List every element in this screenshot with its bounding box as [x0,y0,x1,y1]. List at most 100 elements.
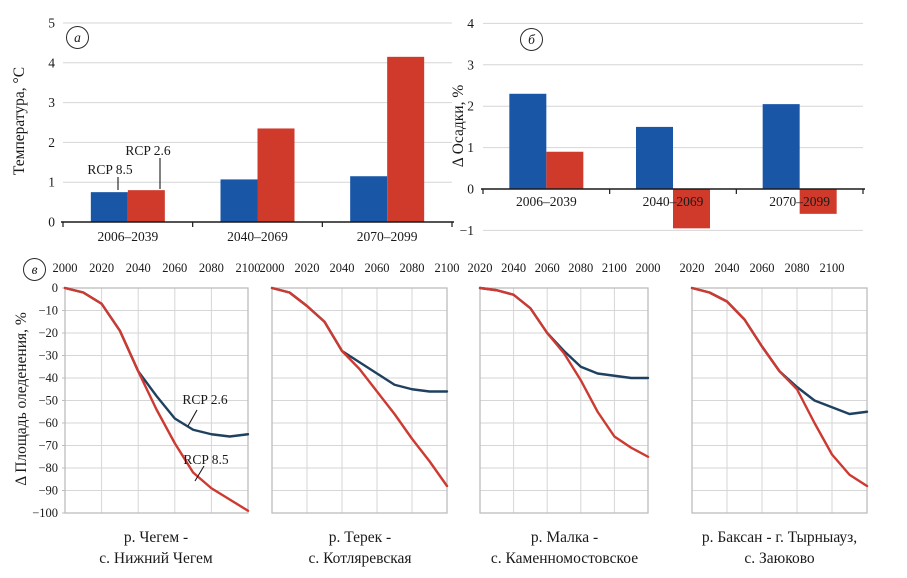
y-tick-label: −100 [32,506,58,520]
annotation-rcp85-temperature: RCP 8.5 [87,162,133,177]
chart-title-malka-line1: р. Малка - [530,529,599,546]
bar-rcp26 [387,56,425,222]
y-tick-label: 1 [48,175,55,190]
category-label: 2070–2099 [357,229,418,244]
x-tick-label: 2040 [501,261,526,275]
plot-border [691,287,868,514]
series-line-rcp85 [63,286,250,512]
x-tick-label: 2100 [236,261,261,275]
annotation-rcp26-glaciation: RCP 2.6 [182,392,228,407]
y-tick-label: 4 [467,16,474,31]
series-line-rcp85 [270,286,449,488]
chart-title-terek-line2: с. Котляревская [308,550,412,567]
bar-rcp85 [350,176,388,222]
x-tick-label: 2060 [365,261,390,275]
annotation-rcp26-temperature: RCP 2.6 [125,143,171,158]
chart-title-baksan-line2: с. Заюково [744,550,815,567]
y-tick-label: 5 [48,16,55,31]
chart-title-baksan-line1: р. Баксан - г. Тырныауз, [701,529,858,546]
y-tick-label: 2 [48,135,55,150]
series-line-rcp85 [478,286,650,458]
bar-rcp26 [799,189,837,214]
panel-v-letter: в [31,261,38,277]
x-tick-label: 2080 [785,261,810,275]
bar-rcp26 [546,151,584,189]
x-tick-label: 2060 [535,261,560,275]
glaciation-axis-title: Δ Площадь оледенения, % [13,312,30,486]
chart-title-malka: р. Малка - с. Каменномостовское [442,527,687,569]
y-tick-label: 0 [467,182,474,197]
y-tick-label: −10 [38,304,58,318]
chart-title-chegem-line1: р. Чегем - [123,529,189,546]
annotation-leader-line [187,409,198,427]
y-tick-label: −80 [38,461,58,475]
y-tick-label: 3 [48,95,55,110]
y-tick-label: −30 [38,349,58,363]
annotation-leader-line [194,465,205,482]
x-tick-label: 2080 [400,261,425,275]
bar-rcp85 [90,192,128,222]
plot-border [479,287,649,514]
x-tick-label: 2060 [162,261,187,275]
bar-rcp85 [220,179,258,222]
category-label: 2040–2069 [227,229,288,244]
x-tick-label: 2020 [468,261,493,275]
y-tick-label: −1 [460,223,474,238]
x-tick-label: 2100 [820,261,845,275]
x-tick-label: 2080 [199,261,224,275]
chart-title-chegem-line2: с. Нижний Чегем [99,550,213,567]
y-tick-label: −50 [38,394,58,408]
x-tick-label: 2020 [89,261,114,275]
x-tick-label: 2040 [330,261,355,275]
panel-a-letter: а [74,29,81,45]
y-tick-label: −70 [38,439,58,453]
panel-b-marker: б [520,28,543,51]
y-tick-label: 2 [467,99,474,114]
chart-title-malka-line2: с. Каменномостовское [490,550,639,567]
x-tick-label: 2000 [636,261,661,275]
panel-a-marker: а [66,26,89,49]
y-tick-label: 0 [48,215,55,230]
category-label: 2006–2039 [516,194,577,209]
y-tick-label: 1 [467,140,474,155]
panel-v-marker: в [23,258,46,281]
category-label: 2040–2069 [643,194,704,209]
y-tick-label: 3 [467,57,474,72]
bar-rcp85 [762,104,800,189]
y-tick-label: −60 [38,416,58,430]
panel-b-letter: б [528,31,535,47]
bar-rcp26 [257,128,295,222]
series-line-rcp26 [270,286,449,393]
x-tick-label: 2020 [295,261,320,275]
y-tick-label: 0 [52,281,58,295]
chart-title-chegem: р. Чегем - с. Нижний Чегем [46,527,266,569]
bar-rcp26 [673,189,710,229]
x-tick-label: 2040 [126,261,151,275]
y-tick-label: −40 [38,371,58,385]
series-line-rcp26 [690,286,869,416]
chart-title-terek-line1: р. Терек - [328,529,392,546]
x-tick-label: 2020 [680,261,705,275]
x-tick-label: 2000 [53,261,78,275]
bar-rcp85 [509,93,547,189]
plot-border [271,287,448,514]
y-tick-label: −20 [38,326,58,340]
temperature-axis-title: Температура, °С [11,66,28,176]
chart-title-baksan: р. Баксан - г. Тырныауз, с. Заюково [657,527,902,569]
y-tick-label: 4 [48,55,55,70]
x-tick-label: 2000 [260,261,285,275]
category-label: 2070–2099 [769,194,830,209]
x-tick-label: 2100 [435,261,460,275]
bar-rcp26 [127,190,165,222]
precipitation-axis-title: Δ Осадки, % [450,84,467,168]
chart-title-terek: р. Терек - с. Котляревская [250,527,470,569]
x-tick-label: 2100 [602,261,627,275]
y-tick-label: −90 [38,484,58,498]
bar-rcp85 [636,126,673,189]
x-tick-label: 2080 [568,261,593,275]
annotation-rcp85-glaciation: RCP 8.5 [183,452,229,467]
series-line-rcp85 [690,286,869,488]
category-label: 2006–2039 [97,229,158,244]
